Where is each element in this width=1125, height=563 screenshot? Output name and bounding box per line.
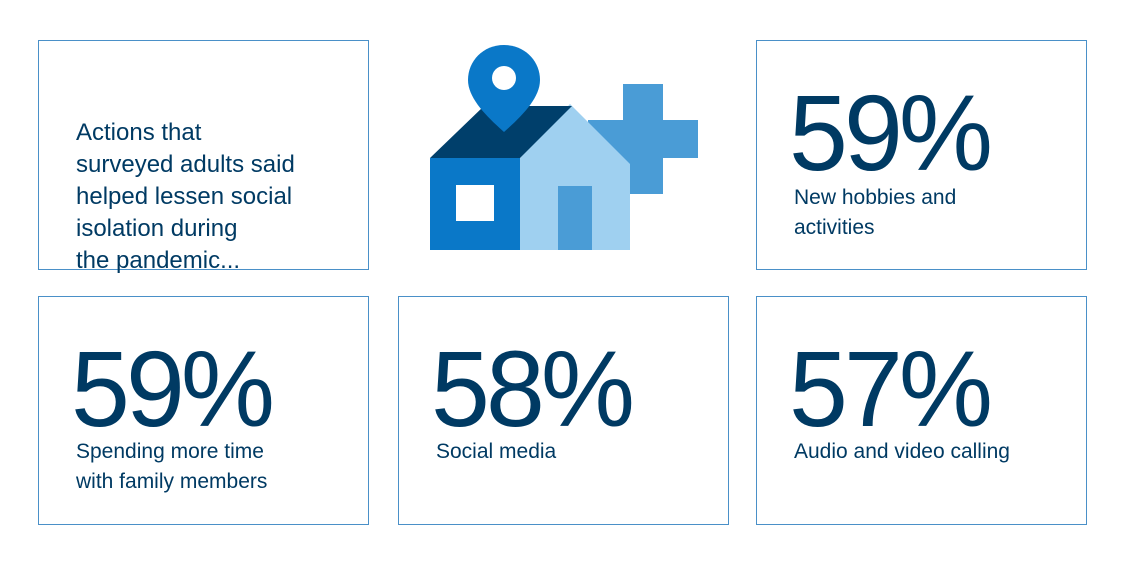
stat-label: Social media — [436, 440, 557, 463]
house-with-location-pin-and-plus-icon — [430, 45, 698, 250]
stat-value: 57% — [789, 328, 993, 449]
window-icon — [456, 185, 494, 221]
door-icon — [558, 186, 592, 250]
stat-label: Spending more time with family members — [76, 440, 268, 493]
house-illustration — [420, 40, 710, 260]
stat-label: New hobbies and activities — [794, 186, 957, 239]
intro-card: Actions that surveyed adults said helped… — [38, 40, 369, 274]
intro-text: Actions that surveyed adults said helped… — [76, 119, 295, 274]
stat-value: 58% — [431, 328, 635, 449]
stat-card-social-media: 58% Social media — [398, 296, 729, 525]
location-pin-icon — [468, 45, 540, 132]
stat-card-hobbies: 59% New hobbies and activities — [756, 40, 1087, 270]
stat-label: Audio and video calling — [794, 440, 1010, 463]
house-icon — [430, 104, 630, 250]
stat-value: 59% — [71, 328, 275, 449]
stat-card-family: 59% Spending more time with family membe… — [38, 296, 369, 525]
stat-card-calling: 57% Audio and video calling — [756, 296, 1087, 525]
stat-value: 59% — [789, 72, 993, 193]
